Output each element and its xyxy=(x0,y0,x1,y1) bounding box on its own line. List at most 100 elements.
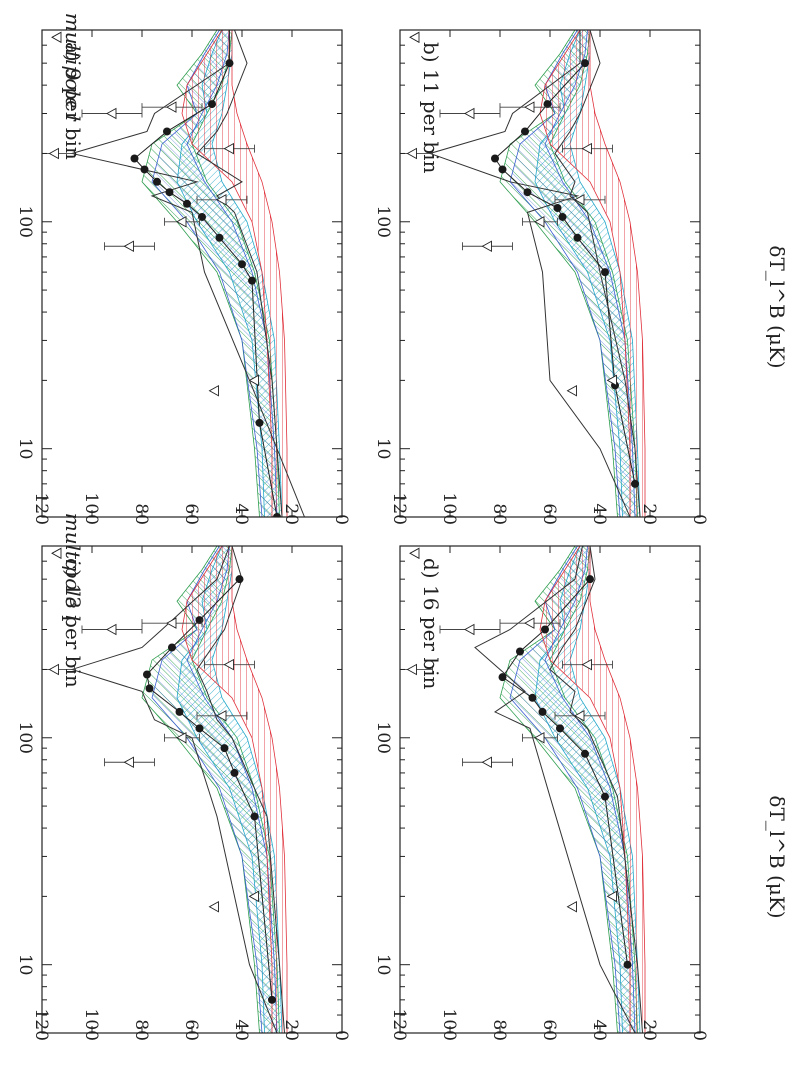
experiment-point xyxy=(534,732,545,744)
y-tick-label: 60 xyxy=(539,503,559,525)
experiment-point xyxy=(48,147,59,160)
envelope-line xyxy=(428,30,631,517)
binned-point xyxy=(623,960,632,969)
binned-point xyxy=(273,513,281,517)
binned-point xyxy=(143,670,151,679)
binned-point xyxy=(573,233,582,242)
binned-point xyxy=(541,625,549,634)
y-tick-label: 0 xyxy=(689,1030,709,1041)
experiment-point xyxy=(406,663,417,676)
experiment-point xyxy=(524,617,535,629)
x-tick-label: 10 xyxy=(373,438,393,460)
y-tick-label: 60 xyxy=(539,1019,559,1041)
binned-point xyxy=(248,276,256,285)
binned-point xyxy=(553,203,562,212)
experiment-point xyxy=(123,240,134,253)
x-tick-label: 10 xyxy=(15,438,35,460)
experiment-point xyxy=(481,756,492,769)
experiment-point xyxy=(248,890,259,903)
experiment-point xyxy=(223,142,234,155)
experiment-point xyxy=(566,900,577,913)
experiment-point xyxy=(574,194,585,206)
y-tick-label: 120 xyxy=(389,493,409,525)
band-red xyxy=(539,30,646,517)
plot-area xyxy=(400,546,646,1033)
binned-point xyxy=(521,127,529,136)
y-tick-label: 40 xyxy=(589,1019,609,1041)
band-blue xyxy=(509,546,636,1033)
y-axis-title-right: δT_l^B (μK) xyxy=(765,245,789,368)
panel-label: b) 11 per bin xyxy=(419,42,443,174)
experiment-point xyxy=(464,623,475,636)
experiment-point xyxy=(48,663,59,676)
y-tick-label: 40 xyxy=(231,1019,251,1041)
experiment-point xyxy=(106,623,117,636)
experiment-point xyxy=(248,374,259,387)
binned-point xyxy=(528,693,537,702)
x-tick-label: 10 xyxy=(373,954,393,976)
x-tick-label: 100 xyxy=(373,206,393,238)
y-tick-label: 0 xyxy=(331,1030,351,1041)
experiment-point xyxy=(106,107,117,120)
y-tick-label: 20 xyxy=(281,1019,301,1041)
y-tick-label: 20 xyxy=(281,503,301,525)
binned-point xyxy=(268,995,276,1004)
experiment-point xyxy=(481,240,492,253)
experiment-point xyxy=(216,194,227,206)
binned-point xyxy=(140,165,149,174)
plot-area xyxy=(42,546,288,1033)
y-tick-label: 40 xyxy=(589,503,609,525)
panel-label: c) 13 per bin xyxy=(61,558,85,688)
binned-point xyxy=(543,100,552,109)
binned-point xyxy=(586,575,594,584)
envelope-line xyxy=(70,30,305,517)
y-tick-label: 100 xyxy=(81,493,101,525)
experiment-point xyxy=(208,900,219,913)
experiment-point xyxy=(409,31,420,44)
panel-label: a) 9 per bin xyxy=(61,42,85,160)
binned-point xyxy=(235,575,244,584)
y-tick-label: 120 xyxy=(389,1009,409,1041)
x-axis-title-bottom: multipole l xyxy=(61,13,85,122)
binned-point xyxy=(516,647,524,656)
x-tick-label: 10 xyxy=(15,954,35,976)
experiment-point xyxy=(524,101,535,113)
panel-c: 0 20 40 60 80 100 120 10 100 c) 13 per bin xyxy=(15,545,351,1041)
binned-point xyxy=(558,212,567,221)
binned-point xyxy=(498,165,507,174)
binned-point xyxy=(581,749,589,758)
x-tick-label: 100 xyxy=(373,722,393,754)
y-tick-label: 80 xyxy=(489,1019,509,1041)
binned-point xyxy=(220,744,229,753)
binned-point xyxy=(208,100,216,109)
binned-point xyxy=(601,792,609,801)
binned-point xyxy=(581,59,589,68)
binned-point xyxy=(165,188,174,197)
binned-point xyxy=(153,177,161,186)
experiment-point xyxy=(176,216,187,228)
binned-point xyxy=(250,812,259,821)
y-tick-label: 80 xyxy=(489,503,509,525)
y-tick-label: 100 xyxy=(439,1009,459,1041)
binned-point xyxy=(498,673,507,682)
y-tick-label: 100 xyxy=(81,1009,101,1041)
binned-point xyxy=(255,418,264,427)
experiment-point xyxy=(581,142,592,155)
plot-area xyxy=(42,30,305,517)
binned-point xyxy=(556,724,564,733)
experiment-point xyxy=(409,547,420,560)
y-tick-label: 20 xyxy=(639,1019,659,1041)
y-tick-label: 120 xyxy=(31,493,51,525)
y-tick-label: 80 xyxy=(131,503,151,525)
y-tick-label: 40 xyxy=(231,503,251,525)
experiment-point xyxy=(606,374,617,387)
envelope-line xyxy=(196,546,285,1033)
binned-point xyxy=(168,643,176,652)
binned-point xyxy=(238,260,246,269)
plot-area xyxy=(400,30,646,517)
binned-point xyxy=(538,707,547,716)
experiment-point xyxy=(208,384,219,397)
envelope-line xyxy=(554,30,641,517)
panel-b: 0 20 40 60 80 100 120 10 100 b) 11 per bin xyxy=(373,29,709,525)
